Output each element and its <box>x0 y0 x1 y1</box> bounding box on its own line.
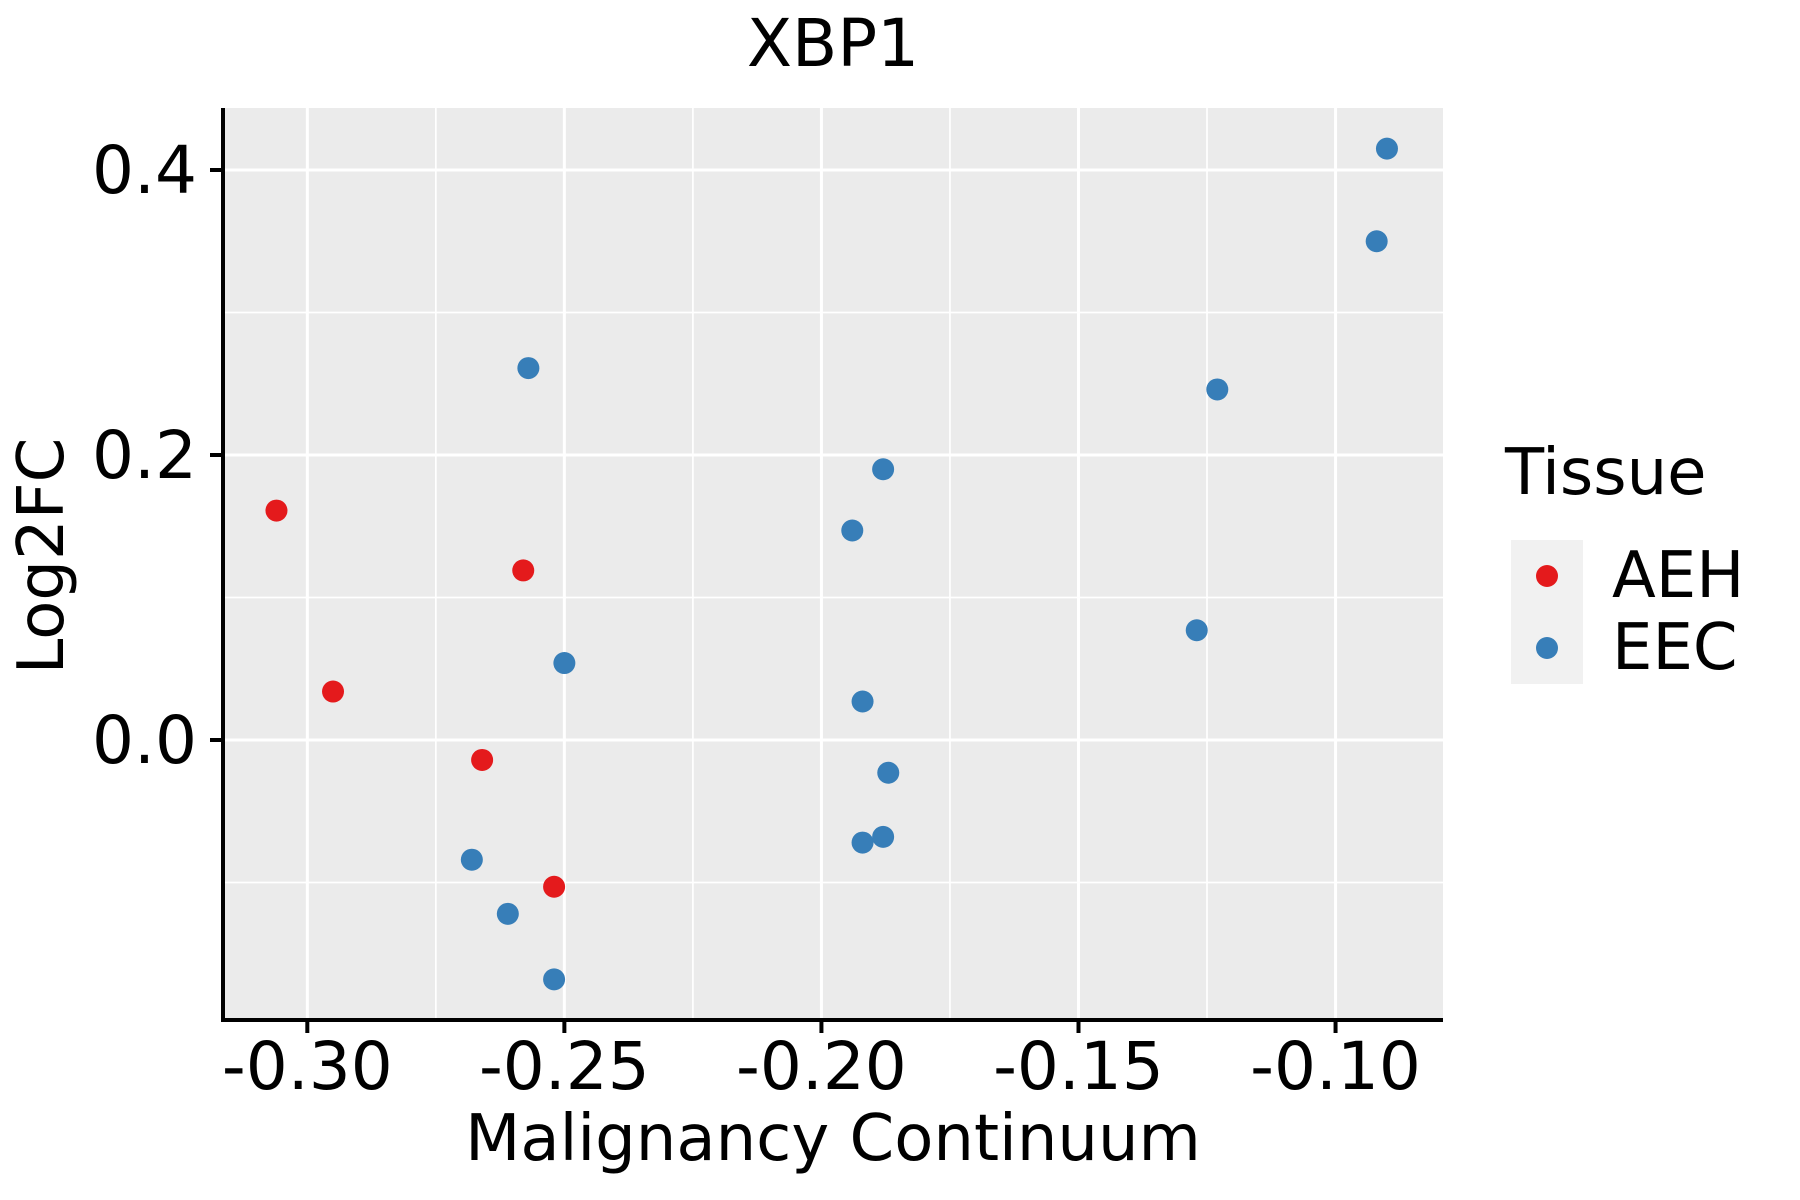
data-point-eec <box>851 690 874 713</box>
data-point-aeh <box>543 875 566 898</box>
data-point-eec <box>1185 619 1208 642</box>
legend-label-aeh: AEH <box>1612 539 1745 613</box>
data-point-eec <box>851 831 874 854</box>
y-tick-label: 0.4 <box>92 132 197 209</box>
data-point-eec <box>1365 230 1388 253</box>
legend-title: Tissue <box>1505 436 1707 510</box>
data-point-aeh <box>265 499 288 522</box>
x-tick-label: -0.25 <box>479 1028 650 1105</box>
data-point-eec <box>517 357 540 380</box>
chart-title: XBP1 <box>746 5 920 82</box>
x-tick-label: -0.30 <box>222 1028 393 1105</box>
eec-point-icon <box>1536 637 1558 659</box>
aeh-point-icon <box>1536 565 1558 587</box>
data-point-eec <box>872 825 895 848</box>
x-tick-label: -0.20 <box>736 1028 907 1105</box>
data-point-aeh <box>512 559 535 582</box>
data-point-eec <box>460 848 483 871</box>
data-point-eec <box>872 458 895 481</box>
legend-key-eec <box>1511 612 1583 684</box>
data-point-eec <box>841 519 864 542</box>
x-tick-label: -0.10 <box>1250 1028 1421 1105</box>
y-tick-label: 0.2 <box>92 417 197 494</box>
data-point-aeh <box>471 748 494 771</box>
data-point-aeh <box>322 680 345 703</box>
data-point-eec <box>1375 137 1398 160</box>
y-tick-label: 0.0 <box>92 702 197 779</box>
data-point-eec <box>1206 378 1229 401</box>
x-tick-label: -0.15 <box>993 1028 1164 1105</box>
data-point-eec <box>543 968 566 991</box>
legend-key-aeh <box>1511 540 1583 612</box>
x-axis-title: Malignancy Continuum <box>465 1102 1201 1176</box>
data-point-eec <box>496 902 519 925</box>
data-point-eec <box>877 761 900 784</box>
panel-background <box>223 108 1443 1020</box>
legend-label-eec: EEC <box>1612 611 1738 685</box>
data-point-eec <box>553 652 576 675</box>
